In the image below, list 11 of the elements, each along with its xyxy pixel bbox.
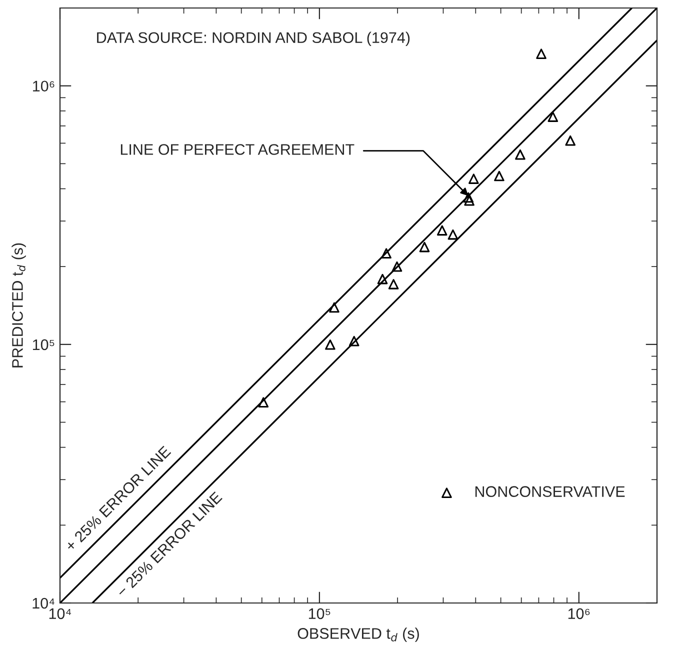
y-tick-label: 10⁴ <box>32 598 54 609</box>
x-axis-title: OBSERVED t$_{d}$ (s) <box>298 628 419 642</box>
annotation: DATA SOURCE: NORDIN AND SABOL (1974) <box>97 32 410 46</box>
y-tick-label: 10⁵ <box>32 339 54 350</box>
x-tick-label: 10⁵ <box>308 608 330 620</box>
legend-label: NONCONSERVATIVE <box>475 486 625 497</box>
y-axis-title: PREDICTED t$_{d}$ (s) <box>12 243 26 368</box>
x-tick-label: 10⁴ <box>49 608 72 620</box>
y-tick-label: 10⁶ <box>33 80 54 92</box>
annotation: LINE OF PERFECT AGREEMENT <box>120 144 354 155</box>
x-tick-label: 10⁶ <box>568 608 590 620</box>
